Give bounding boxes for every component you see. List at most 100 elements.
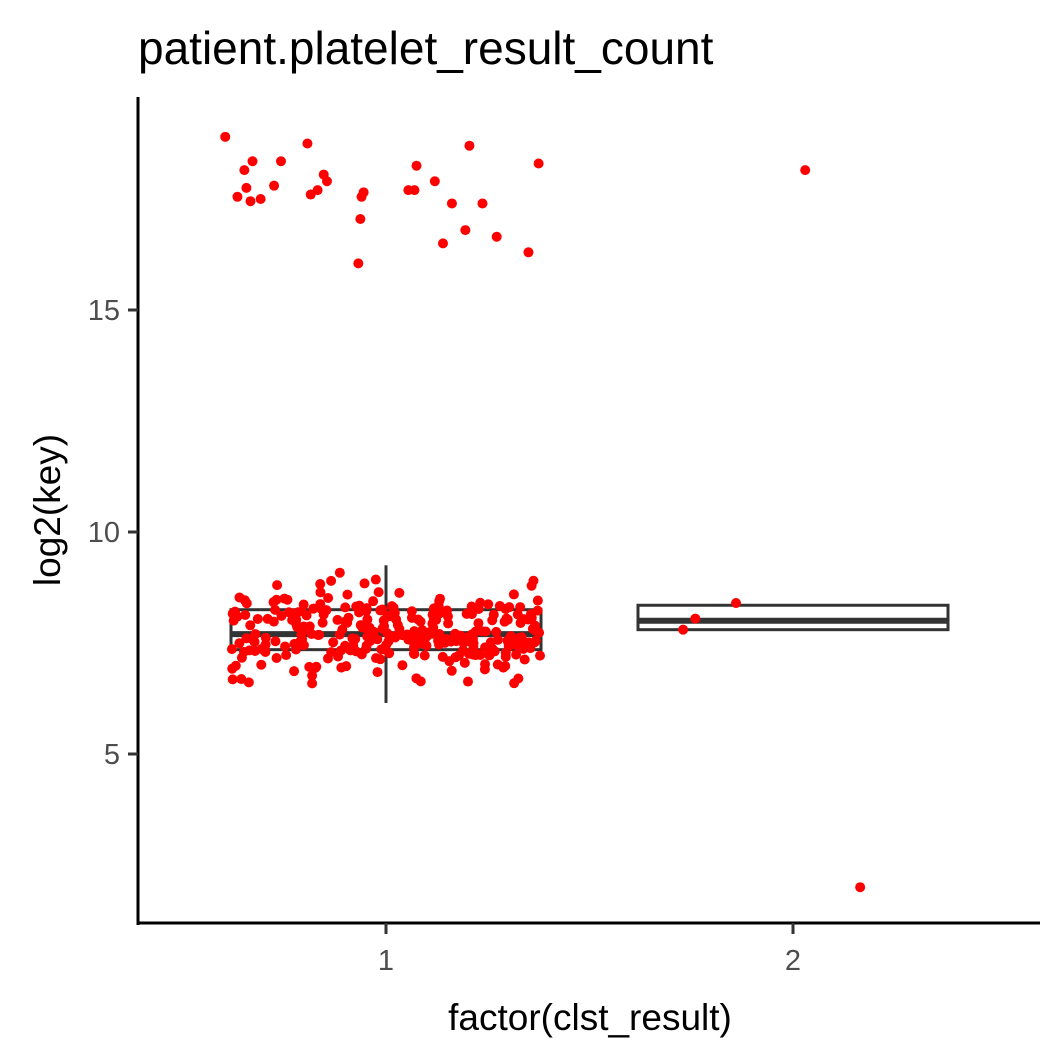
data-point [526,580,537,591]
data-point [477,198,488,209]
data-point [394,623,405,634]
data-point [513,673,524,684]
data-point [312,185,323,196]
data-point [236,652,247,663]
data-point [270,604,281,615]
data-point [429,176,440,187]
data-point [370,574,381,585]
data-point [431,614,442,625]
data-point [293,607,304,618]
data-point [243,677,254,688]
data-point [409,639,420,650]
data-point [678,624,689,635]
data-point [390,632,401,643]
data-point [408,648,419,659]
data-point [291,614,302,625]
chart-title: patient.platelet_result_count [138,22,714,74]
data-point [359,578,370,589]
data-point [271,594,282,605]
data-point [800,165,811,176]
data-point [459,657,470,668]
data-point [519,654,530,665]
data-point [227,674,238,685]
data-point [234,592,245,603]
data-point [466,629,477,640]
data-point [282,594,293,605]
data-point [503,641,514,652]
data-point [523,247,534,258]
data-point [245,620,256,631]
data-point [483,599,494,610]
data-point [280,641,291,652]
data-point [855,882,866,893]
data-point [466,601,477,612]
data-point [234,638,245,649]
data-point [433,600,444,611]
data-point [276,610,287,621]
data-point [289,666,300,677]
data-point [271,652,282,663]
data-point [446,198,457,209]
data-point [311,661,322,672]
data-point [498,662,509,673]
data-point [334,629,345,640]
data-point [494,600,505,611]
data-point [434,628,445,639]
data-point [375,605,386,616]
data-point [245,196,256,207]
data-point [480,626,491,637]
data-point [460,225,471,236]
y-tick-label: 10 [88,517,120,549]
y-axis-title: log2(key) [27,434,68,586]
data-point [384,648,395,659]
data-points [220,131,866,893]
y-tick-label: 5 [104,739,120,771]
data-point [372,667,383,678]
data-point [342,589,353,600]
data-point [443,618,454,629]
data-point [534,627,545,638]
data-point [307,678,318,689]
data-point [480,659,491,670]
data-point [421,640,432,651]
data-point [354,607,365,618]
data-point [397,660,408,671]
data-point [442,611,453,622]
boxplot-2 [636,603,950,632]
data-point [462,676,473,687]
data-point [328,637,339,648]
data-point [335,645,346,656]
data-point [275,156,286,167]
data-point [376,644,387,655]
data-point [508,589,519,600]
data-point [501,613,512,624]
data-point [297,634,308,645]
data-point [532,595,543,606]
data-point [505,631,516,642]
data-point [240,609,251,620]
data-point [377,623,388,634]
data-point [437,651,448,662]
data-point [315,579,326,590]
data-point [373,587,384,598]
data-point [463,648,474,659]
data-point [326,575,337,586]
data-point [252,613,263,624]
data-point [308,603,319,614]
data-point [504,602,515,613]
data-point [247,156,258,167]
box-iqr [636,603,950,632]
data-point [453,650,464,661]
data-point [402,629,413,640]
data-point [248,634,259,645]
data-point [255,194,266,204]
data-point [690,613,701,624]
data-point [220,131,231,142]
data-point [290,644,301,655]
data-point [241,182,252,193]
data-point [351,646,362,657]
data-point [358,187,369,198]
data-point [341,661,352,672]
x-tick-label: 1 [378,945,394,977]
